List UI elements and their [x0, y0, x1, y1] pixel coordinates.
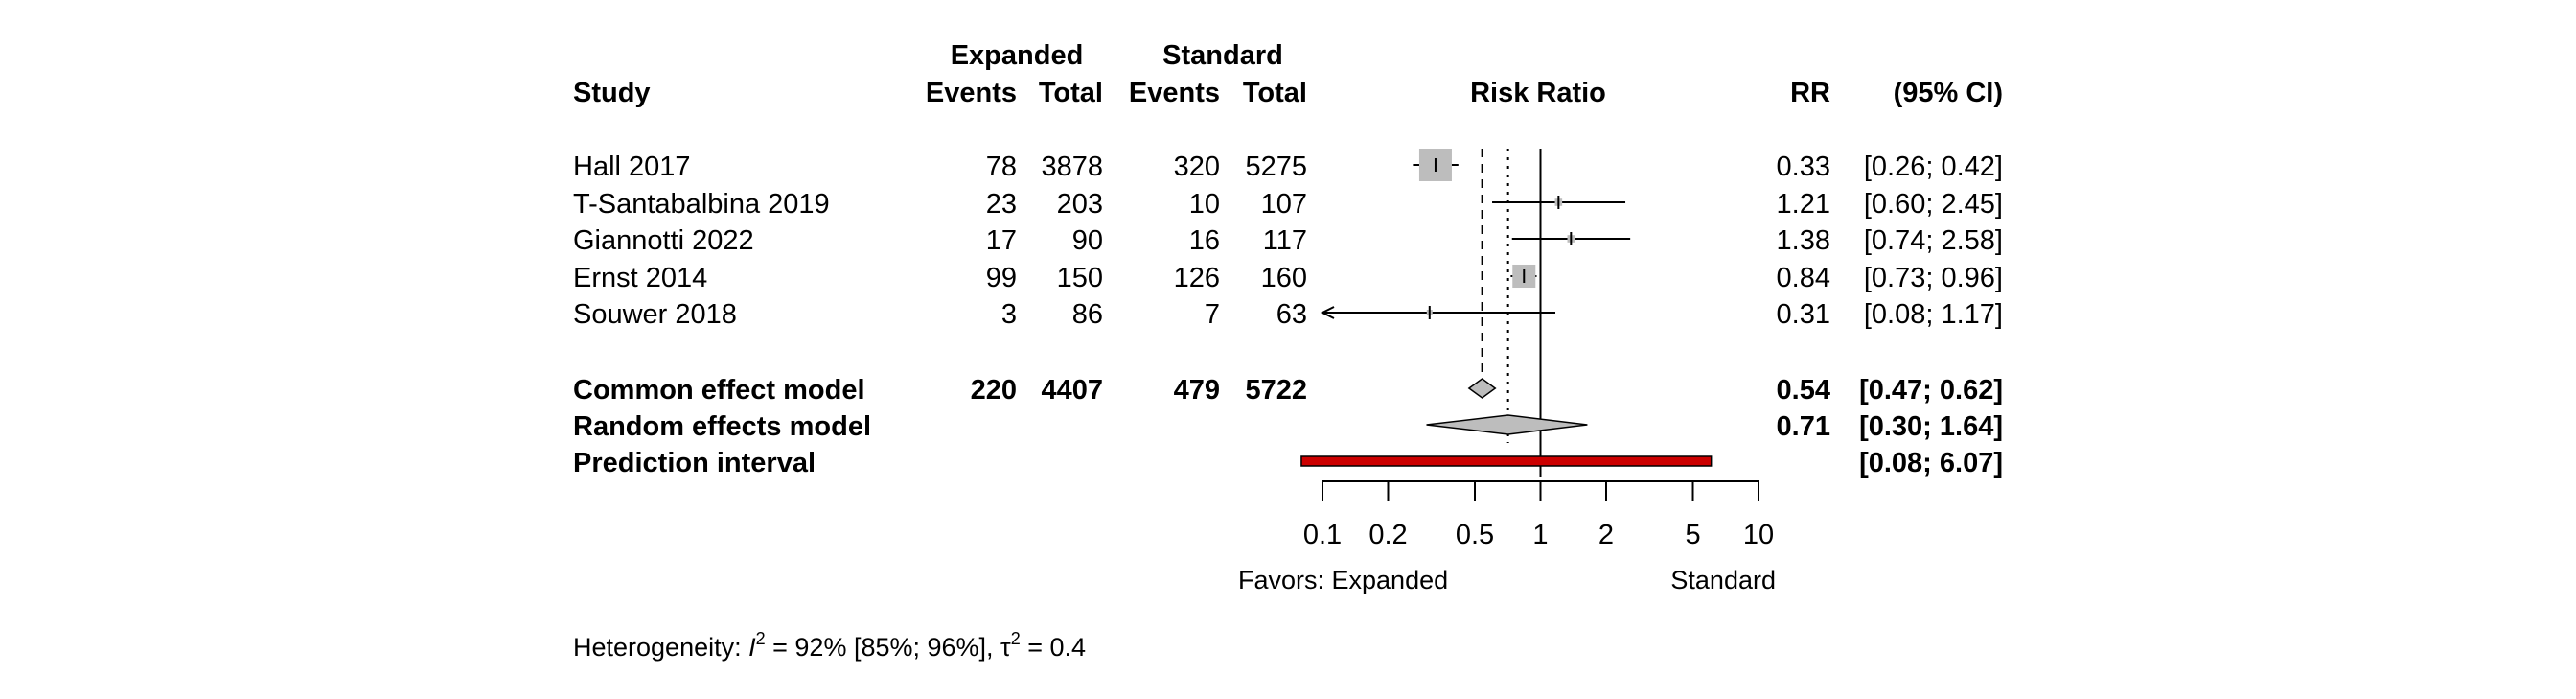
events-expanded: 17	[986, 225, 1017, 256]
rr-header: RR	[1790, 78, 1830, 108]
x-tick-label: 0.1	[1303, 520, 1342, 550]
events-standard: 7	[1205, 299, 1220, 330]
events-expanded: 78	[986, 151, 1017, 182]
prediction-interval-label: Prediction interval	[573, 448, 816, 478]
x-tick-label: 5	[1685, 520, 1700, 550]
total2-header: Total	[1243, 78, 1307, 108]
total-standard: 117	[1263, 225, 1307, 256]
risk-ratio-value: 0.31	[1777, 299, 1830, 330]
random-ci: [0.30; 1.64]	[1859, 411, 2003, 442]
common-events-standard: 479	[1174, 375, 1220, 406]
total-expanded: 150	[1057, 263, 1103, 293]
risk-ratio-value: 0.84	[1777, 263, 1830, 293]
summary-rows: Common effect model 220 4407 479 5722 0.54 [0.…	[573, 375, 2003, 478]
plot-marks	[1300, 149, 1713, 477]
events1-header: Events	[926, 78, 1017, 108]
study-rows: Hall 2017 78 3878 320 5275 0.33 [0.26; 0.42] T-…	[573, 151, 2003, 330]
i2-symbol: I	[748, 633, 756, 662]
events-standard: 320	[1174, 151, 1220, 182]
common-total-standard: 5722	[1245, 375, 1307, 406]
favors-right-label: Standard	[1670, 566, 1776, 594]
study-name: Souwer 2018	[573, 299, 737, 330]
events-standard: 126	[1174, 263, 1220, 293]
study-name: T-Santabalbina 2019	[573, 189, 830, 220]
ci-header: (95% CI)	[1894, 78, 2003, 108]
common-rr-value: 0.54	[1777, 375, 1830, 406]
total-expanded: 3878	[1041, 151, 1103, 182]
total-expanded: 203	[1057, 189, 1103, 220]
events-expanded: 23	[986, 189, 1017, 220]
risk-ratio-value: 1.21	[1777, 189, 1830, 220]
common-ci: [0.47; 0.62]	[1859, 375, 2003, 406]
study-name: Hall 2017	[573, 151, 691, 182]
total-standard: 63	[1276, 299, 1307, 330]
total-expanded: 86	[1072, 299, 1103, 330]
total-standard: 107	[1261, 189, 1307, 220]
x-tick-label: 2	[1598, 520, 1614, 550]
total-standard: 160	[1261, 263, 1307, 293]
tau-value: = 0.4	[1021, 633, 1086, 662]
effect-title: Risk Ratio	[1470, 78, 1606, 108]
favors-left-label: Favors: Expanded	[1238, 566, 1448, 594]
group1-header: Expanded	[951, 40, 1084, 71]
study-name: Giannotti 2022	[573, 225, 754, 256]
total-expanded: 90	[1072, 225, 1103, 256]
random-effects-diamond	[1426, 414, 1588, 435]
study-header: Study	[573, 78, 651, 108]
i2-value: = 92% [85%; 96%],	[766, 633, 1000, 662]
confidence-interval: [0.74; 2.58]	[1864, 225, 2003, 256]
random-effects-label: Random effects model	[573, 411, 871, 442]
tau-symbol: τ	[1000, 633, 1011, 662]
prediction-ci: [0.08; 6.07]	[1859, 448, 2003, 478]
random-rr-value: 0.71	[1777, 411, 1830, 442]
total-standard: 5275	[1245, 151, 1307, 182]
confidence-interval: [0.73; 0.96]	[1864, 263, 2003, 293]
x-axis: 0.1 0.2 0.5 1 2 5 10	[1303, 480, 1774, 550]
events2-header: Events	[1129, 78, 1220, 108]
i2-superscript: 2	[756, 629, 766, 648]
common-effect-diamond	[1467, 378, 1497, 399]
common-effect-label: Common effect model	[573, 375, 865, 406]
tau-superscript: 2	[1011, 629, 1021, 648]
study-ci-arrow	[1320, 306, 1335, 319]
x-tick-label: 0.5	[1456, 520, 1494, 550]
group2-header: Standard	[1162, 40, 1283, 71]
heterogeneity-text: Heterogeneity: I2 = 92% [85%; 96%], τ2 =…	[573, 629, 1086, 662]
confidence-interval: [0.08; 1.17]	[1864, 299, 2003, 330]
events-expanded: 99	[986, 263, 1017, 293]
risk-ratio-value: 0.33	[1777, 151, 1830, 182]
x-tick-label: 1	[1532, 520, 1548, 550]
confidence-interval: [0.26; 0.42]	[1864, 151, 2003, 182]
events-expanded: 3	[1001, 299, 1017, 330]
study-name: Ernst 2014	[573, 263, 707, 293]
x-tick-label: 0.2	[1368, 520, 1407, 550]
common-total-expanded: 4407	[1041, 375, 1103, 406]
events-standard: 10	[1189, 189, 1220, 220]
events-standard: 16	[1189, 225, 1220, 256]
x-tick-label: 10	[1743, 520, 1774, 550]
header: Expanded Standard Study Events Total Eve…	[573, 40, 2003, 108]
risk-ratio-value: 1.38	[1777, 225, 1830, 256]
common-events-expanded: 220	[971, 375, 1017, 406]
total1-header: Total	[1039, 78, 1103, 108]
heterogeneity-prefix: Heterogeneity:	[573, 633, 748, 662]
confidence-interval: [0.60; 2.45]	[1864, 189, 2003, 220]
prediction-interval-bar	[1300, 455, 1713, 467]
